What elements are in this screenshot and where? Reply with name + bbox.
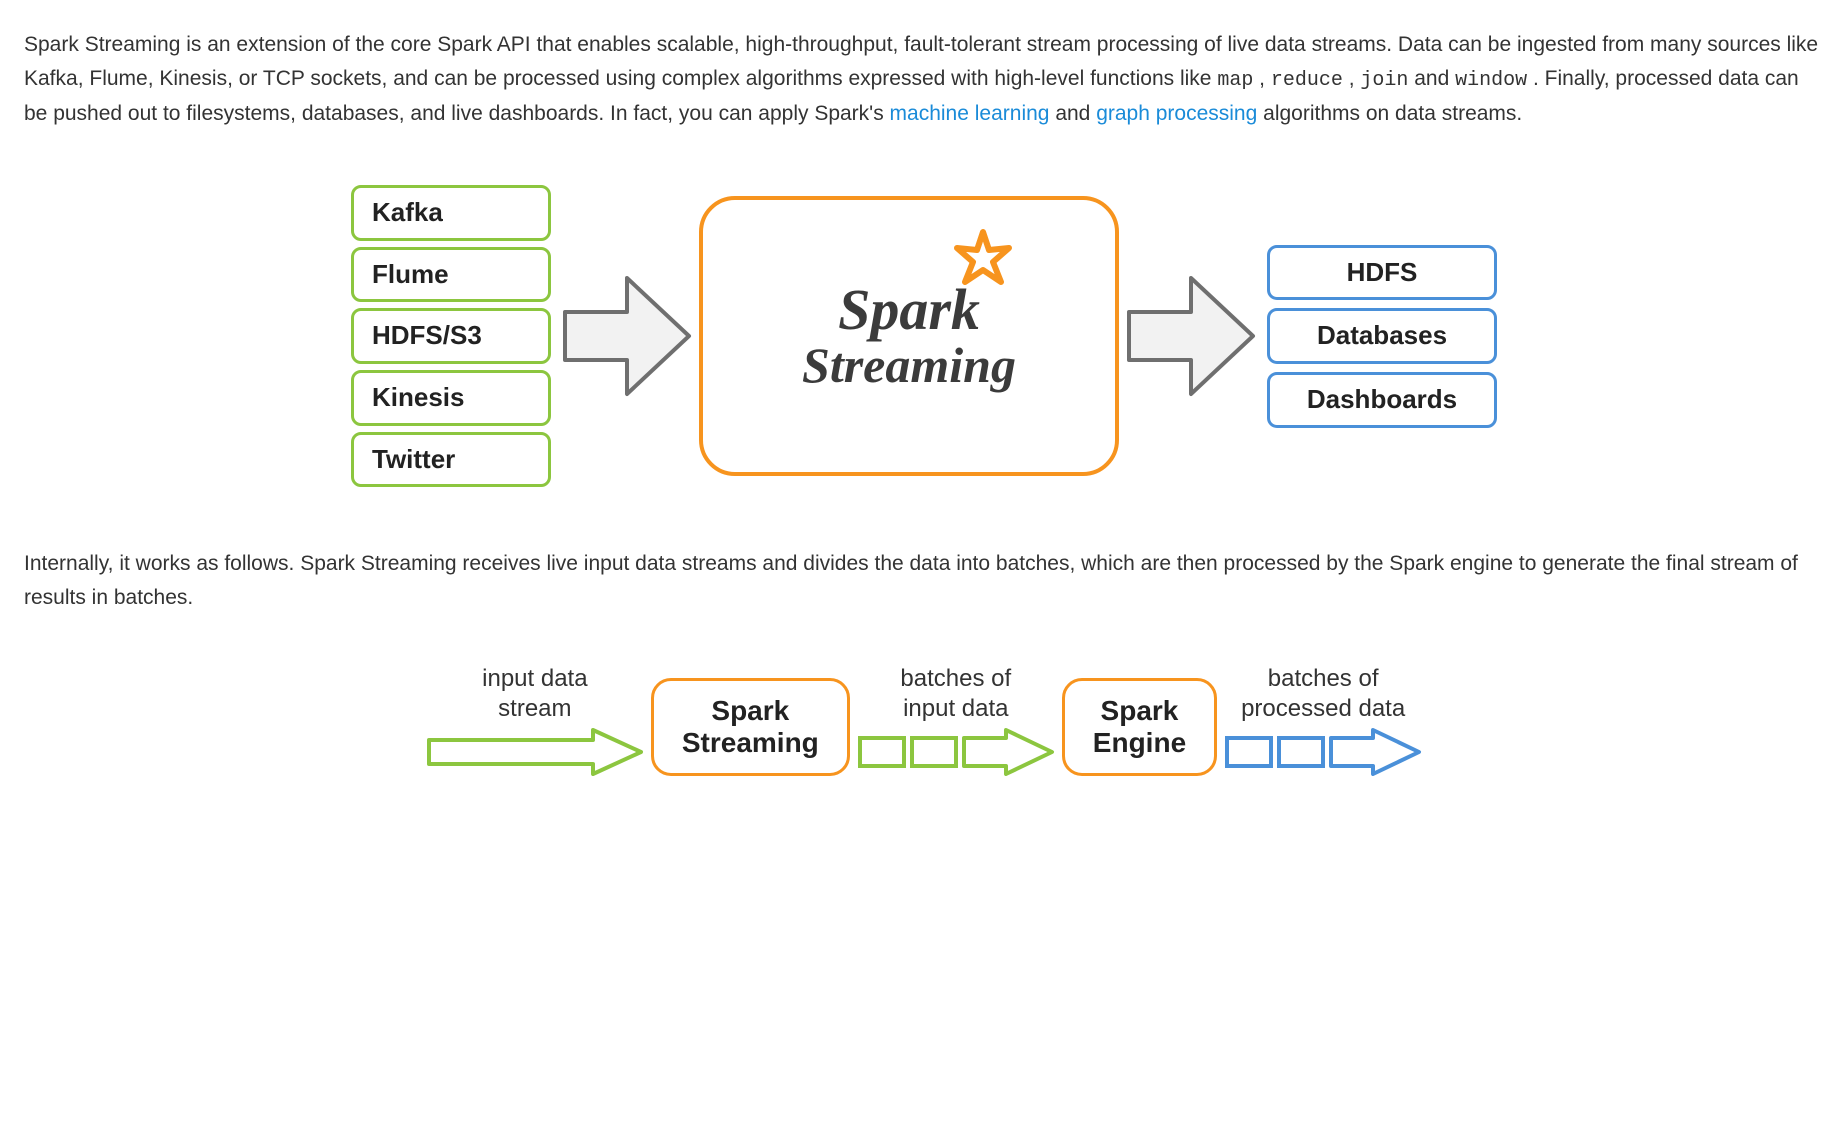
source-kinesis: Kinesis [351, 370, 551, 426]
d2-label-batch-in: batches of input data [900, 664, 1011, 724]
arrow-out-icon [1121, 266, 1261, 406]
d2-spark-engine-box: Spark Engine [1062, 678, 1217, 776]
source-column: Kafka Flume HDFS/S3 Kinesis Twitter [351, 185, 551, 487]
d2-label-input: input data stream [482, 664, 587, 724]
input-stream-arrow-icon [425, 728, 645, 776]
batches-input-arrow-icon [856, 728, 1056, 776]
code-reduce: reduce [1271, 69, 1343, 92]
batch-flow-diagram: input data stream Spark Streaming batche… [24, 664, 1824, 776]
source-kafka: Kafka [351, 185, 551, 241]
d2-label-batch-out: batches of processed data [1241, 664, 1405, 724]
internal-paragraph: Internally, it works as follows. Spark S… [24, 547, 1824, 614]
code-window: window [1455, 69, 1527, 92]
d2-batch-out-col: batches of processed data [1223, 664, 1423, 776]
code-map: map [1217, 69, 1253, 92]
intro-paragraph: Spark Streaming is an extension of the c… [24, 28, 1824, 130]
output-databases: Databases [1267, 308, 1497, 364]
d2-input-col: input data stream [425, 664, 645, 776]
source-flume: Flume [351, 247, 551, 303]
code-join: join [1360, 69, 1408, 92]
arrow-in-icon [557, 266, 697, 406]
source-twitter: Twitter [351, 432, 551, 488]
d2-batch-in-col: batches of input data [856, 664, 1056, 776]
architecture-diagram: Kafka Flume HDFS/S3 Kinesis Twitter Spar… [24, 185, 1824, 487]
batches-output-arrow-icon [1223, 728, 1423, 776]
center-line1: Spark [802, 281, 1016, 339]
link-machine-learning[interactable]: machine learning [890, 102, 1050, 125]
center-line2: Streaming [802, 339, 1016, 392]
output-hdfs: HDFS [1267, 245, 1497, 301]
spark-streaming-box: Spark Streaming [699, 196, 1119, 476]
link-graph-processing[interactable]: graph processing [1096, 102, 1257, 125]
d2-spark-streaming-box: Spark Streaming [651, 678, 850, 776]
output-dashboards: Dashboards [1267, 372, 1497, 428]
source-hdfs-s3: HDFS/S3 [351, 308, 551, 364]
output-column: HDFS Databases Dashboards [1267, 245, 1497, 428]
